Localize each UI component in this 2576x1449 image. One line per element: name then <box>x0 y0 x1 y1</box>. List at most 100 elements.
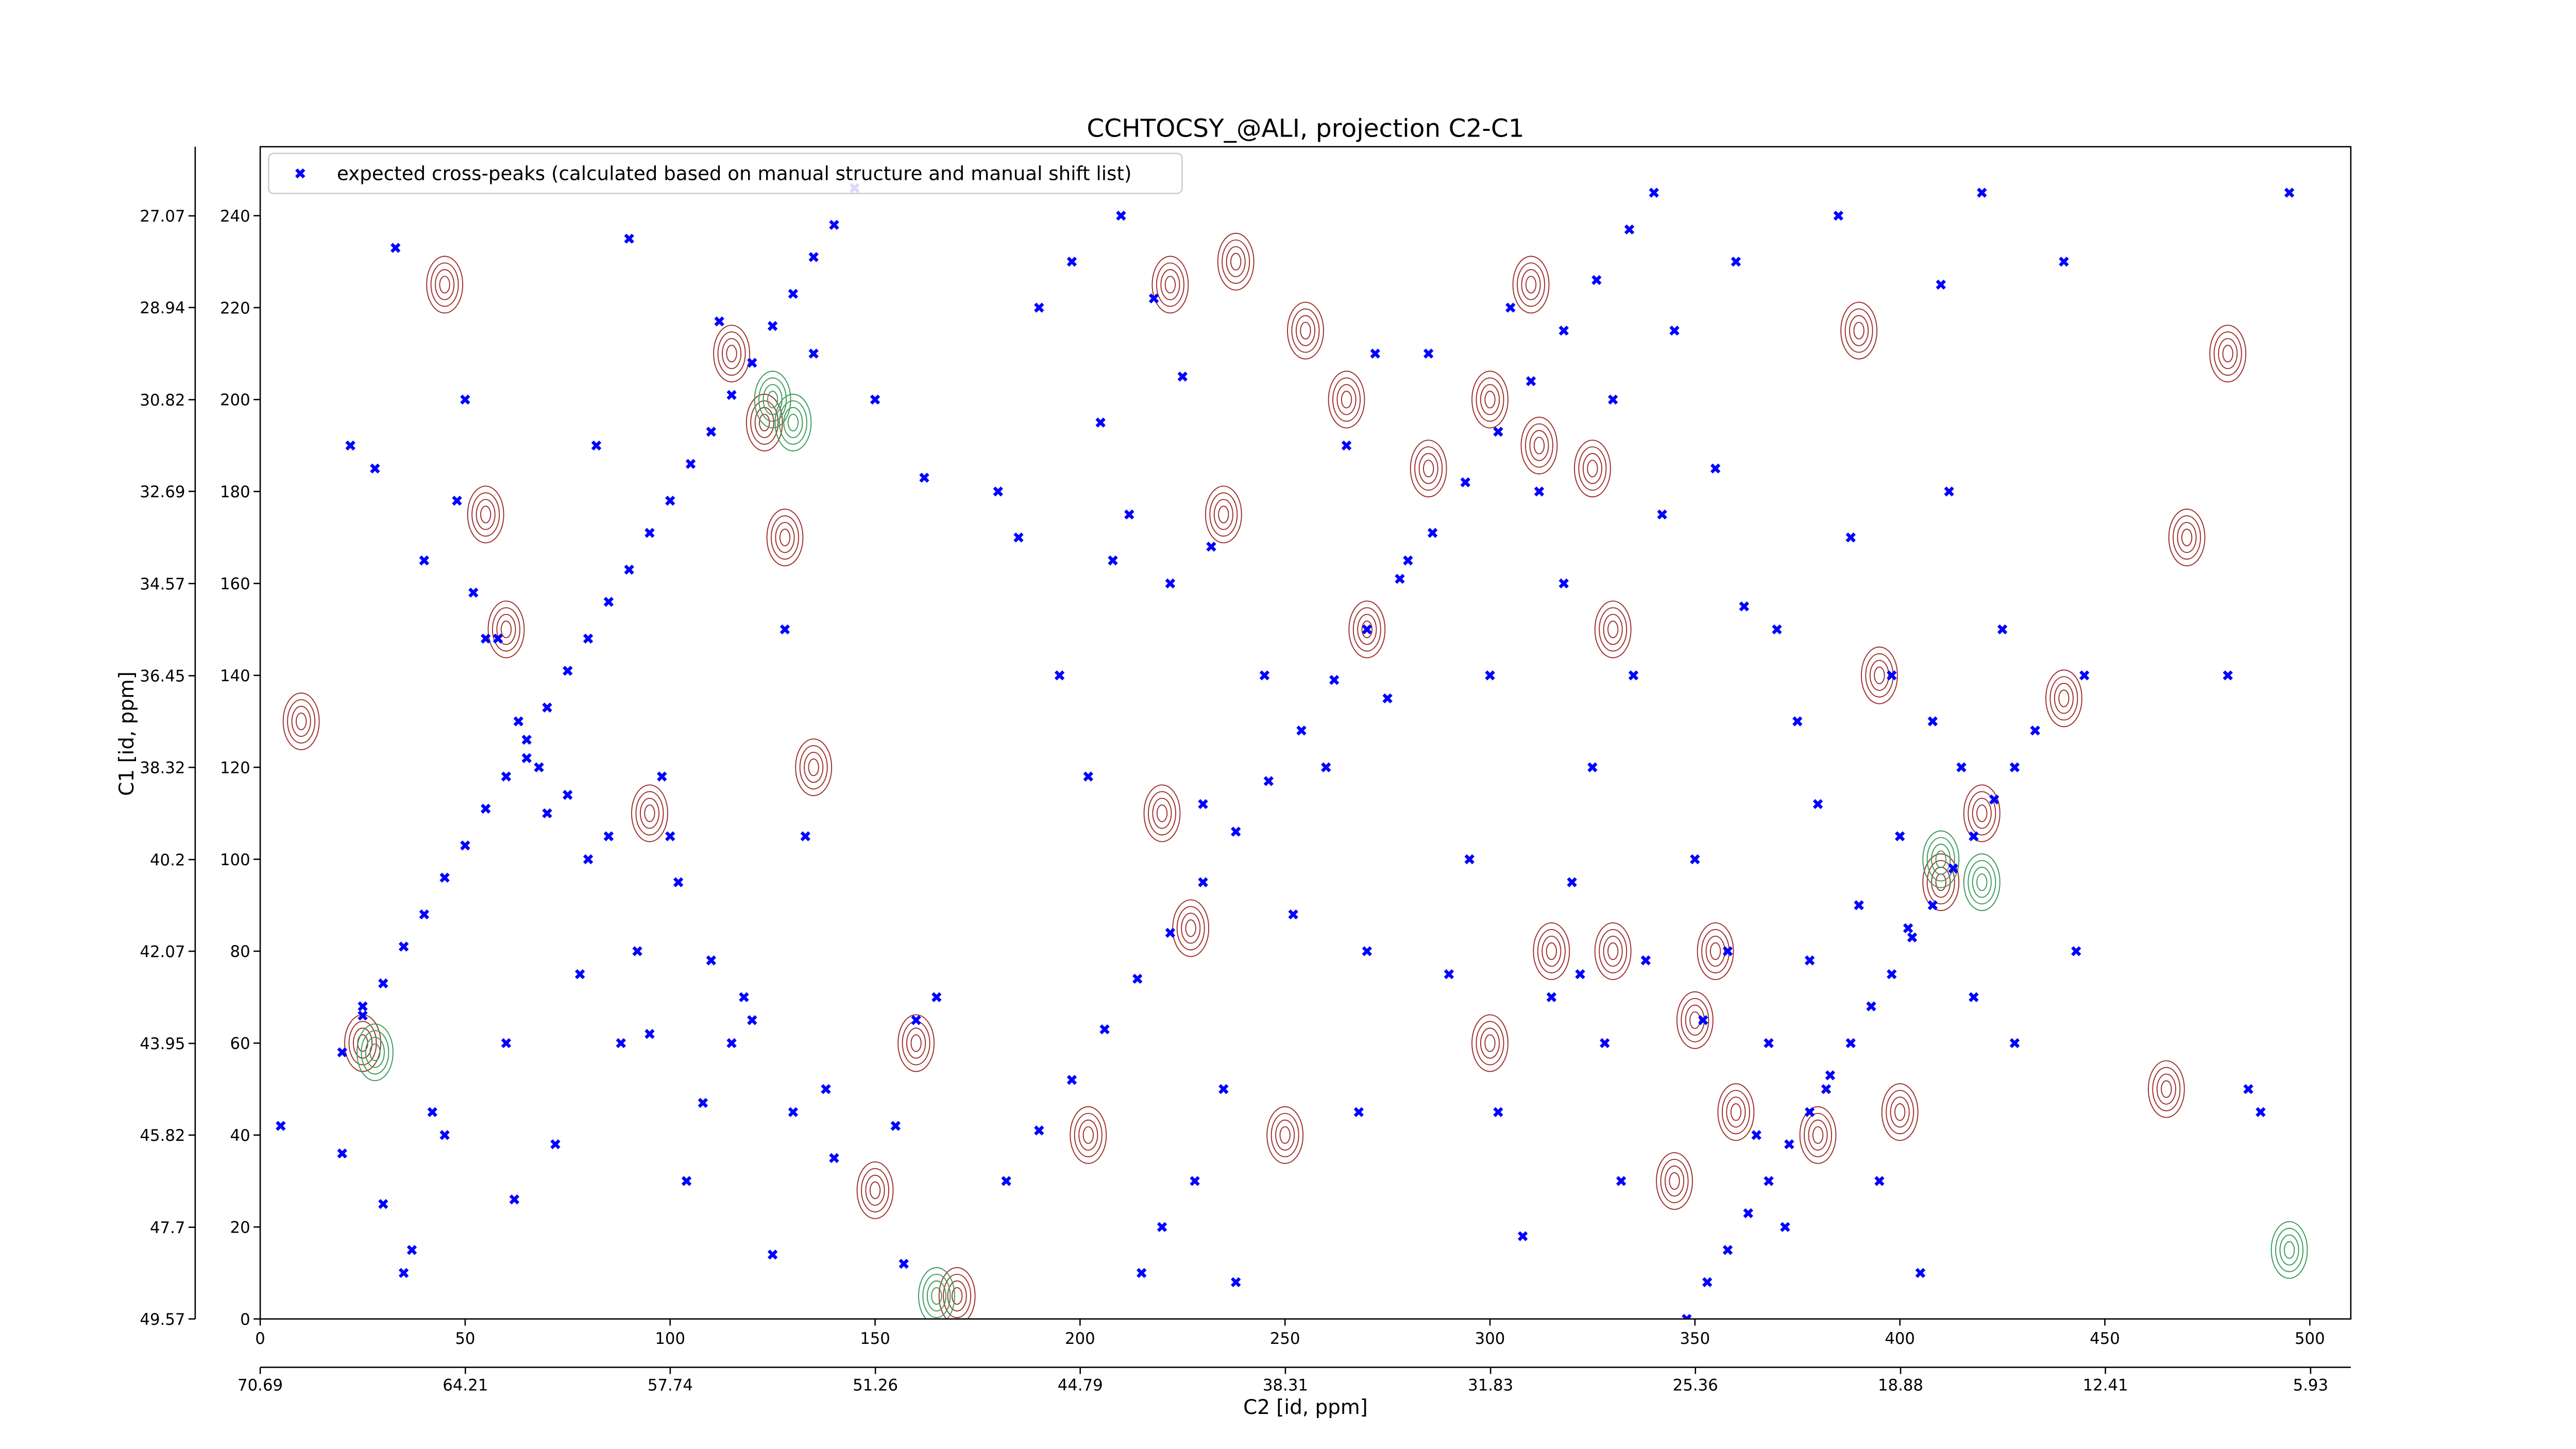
contour-ring <box>922 1273 951 1319</box>
contour-peak <box>2270 1221 2308 1279</box>
peak-marker <box>276 1121 286 1131</box>
peak-marker <box>993 486 1003 497</box>
peak-marker <box>480 803 491 814</box>
contour-ring <box>1963 853 2001 912</box>
contour-ring <box>435 269 455 300</box>
contour-ring <box>1156 262 1184 307</box>
contour-ring <box>787 413 799 432</box>
peak-marker <box>1353 1107 1364 1117</box>
peak-marker <box>1485 670 1495 681</box>
contour-ring <box>1812 1126 1824 1144</box>
peak-marker <box>1558 325 1569 336</box>
peak-marker <box>1517 1231 1528 1241</box>
contour-ring <box>2222 345 2233 363</box>
peak-marker <box>2009 762 2020 772</box>
peak-marker <box>406 1245 417 1255</box>
contour-ring <box>1926 860 1955 905</box>
contour-ring <box>1578 446 1607 491</box>
peak-marker <box>685 459 696 469</box>
peak-marker <box>829 1153 839 1164</box>
peak-marker <box>1190 1176 1200 1186</box>
peak-marker <box>665 495 675 506</box>
contour-ring <box>282 692 320 750</box>
peak-marker <box>1989 794 1999 805</box>
peak-marker <box>2284 188 2295 198</box>
contour-ring <box>1147 791 1177 836</box>
y-tick-label: 200 <box>220 391 250 410</box>
contour-peak <box>856 1161 894 1219</box>
contour-peak <box>1217 232 1255 291</box>
contour-peak <box>2168 509 2206 567</box>
contour-ring <box>2270 1221 2308 1279</box>
contour-ring <box>1664 1165 1685 1197</box>
peak-marker <box>1259 670 1270 681</box>
y-tick-label: 40 <box>230 1126 250 1145</box>
peak-marker <box>645 1029 655 1039</box>
contour-ring <box>783 407 803 439</box>
peak-marker <box>1628 670 1639 681</box>
y-axis-label: C1 [id, ppm] <box>115 671 139 796</box>
peak-marker <box>1231 827 1241 837</box>
contour-ring <box>1422 460 1434 478</box>
contour-peak <box>282 692 320 750</box>
peak-marker <box>1083 771 1093 782</box>
contour-ring <box>1533 436 1545 454</box>
y-tick-label: 240 <box>220 207 250 226</box>
peak-marker <box>1321 762 1331 772</box>
y-tick-label: 140 <box>220 667 250 685</box>
contour-ring <box>1160 269 1180 300</box>
contour-ring <box>1676 991 1714 1049</box>
contour-ring <box>471 492 500 537</box>
contour-peak <box>1799 1106 1837 1164</box>
y2-tick-label: 30.82 <box>140 391 185 410</box>
peak-marker <box>624 233 634 244</box>
peak-marker <box>1944 486 1954 497</box>
contour-ring <box>1726 1097 1746 1128</box>
contour-ring <box>1209 492 1238 537</box>
peak-marker <box>534 762 544 772</box>
peak-marker <box>1600 1038 1610 1049</box>
contour-ring <box>635 791 664 836</box>
peak-marker <box>1165 578 1176 588</box>
peak-marker <box>1464 854 1475 865</box>
contour-peak <box>467 485 504 544</box>
contour-ring <box>947 1280 967 1312</box>
peak-marker <box>739 992 749 1002</box>
peak-marker <box>542 702 552 713</box>
y2-tick-label: 47.7 <box>150 1219 185 1237</box>
peak-marker <box>1423 348 1434 359</box>
contour-ring <box>2275 1227 2304 1272</box>
contour-peak <box>774 394 812 451</box>
peak-marker <box>583 633 594 644</box>
peak-marker <box>1198 877 1208 887</box>
contour-ring <box>1328 370 1365 429</box>
contour-peak <box>1963 784 2001 843</box>
peak-marker <box>1743 1208 1753 1219</box>
peak-marker <box>1874 1176 1885 1186</box>
y2-tick-label: 27.07 <box>140 207 185 226</box>
peak-marker <box>624 564 634 575</box>
peak-marker <box>657 771 667 782</box>
peak-marker <box>779 624 790 635</box>
peak-marker <box>1534 486 1545 497</box>
contour-ring <box>754 370 791 429</box>
contour-ring <box>1599 929 1628 973</box>
contour-ring <box>1185 919 1196 937</box>
contour-peak <box>2209 325 2247 383</box>
contour-ring <box>1156 804 1168 822</box>
contour-peak <box>631 784 668 843</box>
peak-marker <box>2071 946 2081 956</box>
peak-marker <box>439 1130 450 1140</box>
y-tick-label: 100 <box>220 851 250 869</box>
contour-ring <box>2213 331 2242 376</box>
x-tick-label: 350 <box>1680 1329 1710 1348</box>
contour-peak <box>1266 1106 1304 1164</box>
y-tick-label: 180 <box>220 483 250 501</box>
peak-marker <box>1751 1130 1761 1140</box>
contour-ring <box>943 1273 972 1319</box>
peak-marker <box>1198 799 1208 810</box>
peak-marker <box>1403 555 1413 566</box>
contour-ring <box>1222 239 1250 284</box>
contour-ring <box>1529 430 1549 461</box>
